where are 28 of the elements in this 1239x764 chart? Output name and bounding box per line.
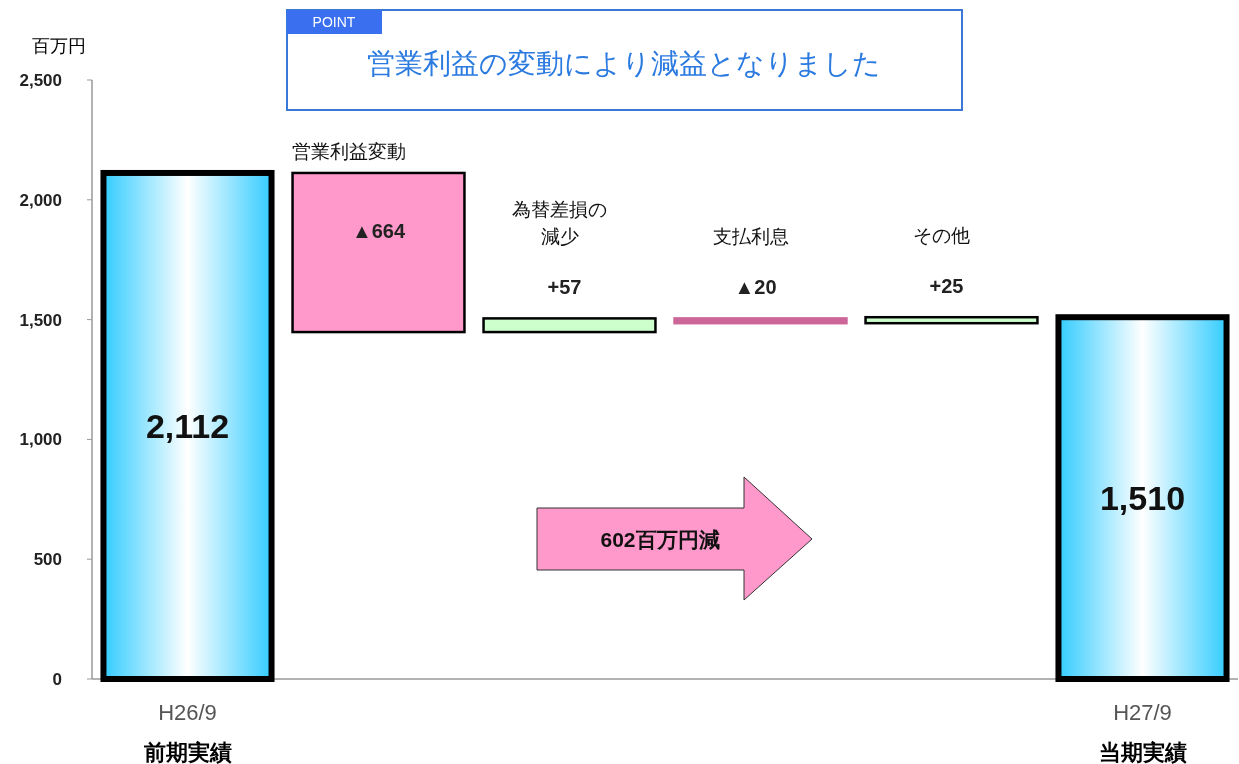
text: 当期実績: [1098, 740, 1187, 764]
text: 前期実績: [142, 740, 232, 764]
x-tick-label: その他: [913, 225, 970, 247]
data-label: +25: [929, 275, 964, 298]
y-tick-label: 2,500: [19, 71, 62, 90]
data-label: ▲20: [734, 276, 777, 299]
x-tick-label: H26/9: [158, 700, 217, 725]
bar: [291, 171, 466, 334]
data-label: 1,510: [1099, 479, 1186, 518]
y-tick-label: 500: [33, 550, 62, 570]
y-tick-label: 0: [52, 670, 62, 689]
x-tick-label: 営業利益変動: [291, 140, 406, 162]
chart-title: 営業利益の変動により減益となりました: [367, 48, 881, 79]
bar: [864, 315, 1039, 325]
annotation: 602百万円減: [600, 528, 720, 551]
y-tick-label: 2,000: [19, 190, 62, 210]
bar: [482, 317, 657, 334]
data-label: +57: [547, 276, 582, 299]
x-tick-label: 支払利息: [712, 226, 789, 248]
x-tick-label: H27/9: [1113, 700, 1172, 725]
x-tick-label: 為替差損の減少: [512, 199, 607, 248]
data-label: ▲664: [351, 219, 406, 242]
chart-subtitle: POINT: [312, 14, 356, 30]
y-tick-label: 1,500: [19, 310, 62, 330]
bar: [673, 317, 848, 325]
y-axis-title: 百万円: [32, 36, 86, 56]
data-label: 2,112: [145, 406, 230, 445]
y-tick-label: 1,000: [19, 430, 62, 450]
